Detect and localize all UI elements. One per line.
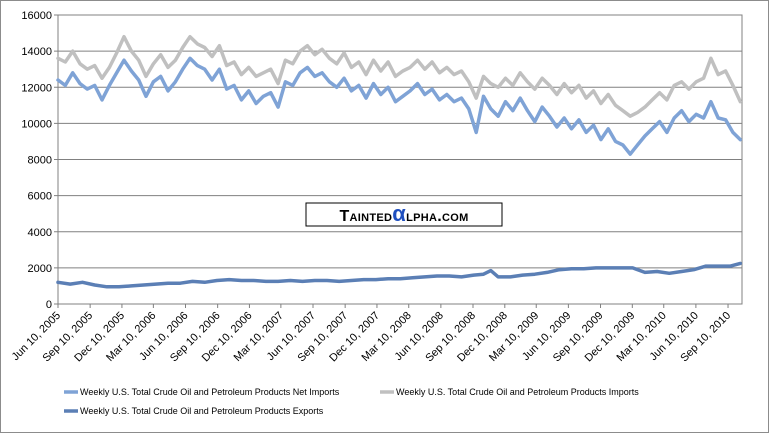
watermark-text-after: lpha.com [406, 208, 468, 225]
y-tick-label: 10000 [21, 118, 52, 130]
legend-label-1: Weekly U.S. Total Crude Oil and Petroleu… [396, 387, 639, 397]
legend-label-2: Weekly U.S. Total Crude Oil and Petroleu… [80, 406, 324, 416]
y-tick-label: 0 [46, 299, 52, 311]
legend: Weekly U.S. Total Crude Oil and Petroleu… [64, 387, 639, 416]
svg-text:Taintedαlpha.com: Taintedαlpha.com [339, 201, 468, 226]
y-tick-label: 6000 [28, 191, 52, 203]
y-tick-label: 16000 [21, 10, 52, 22]
legend-label-0: Weekly U.S. Total Crude Oil and Petroleu… [80, 387, 340, 397]
y-tick-label: 8000 [28, 155, 52, 167]
series-line-1 [56, 56, 743, 156]
series-layer [56, 34, 743, 289]
y-axis-ticks: 0 2000 4000 6000 8000 10000 12000 14000 16000 [21, 10, 58, 311]
watermark-text-before: Tainted [339, 208, 392, 225]
y-tick-label: 12000 [21, 82, 52, 94]
series-line-2 [56, 261, 743, 289]
y-tick-label: 14000 [21, 46, 52, 58]
series-line-0 [56, 34, 743, 118]
y-tick-label: 2000 [28, 263, 52, 275]
watermark-alpha-glyph: α [392, 201, 406, 226]
watermark: Taintedαlpha.com [305, 201, 503, 227]
y-tick-label: 4000 [28, 227, 52, 239]
